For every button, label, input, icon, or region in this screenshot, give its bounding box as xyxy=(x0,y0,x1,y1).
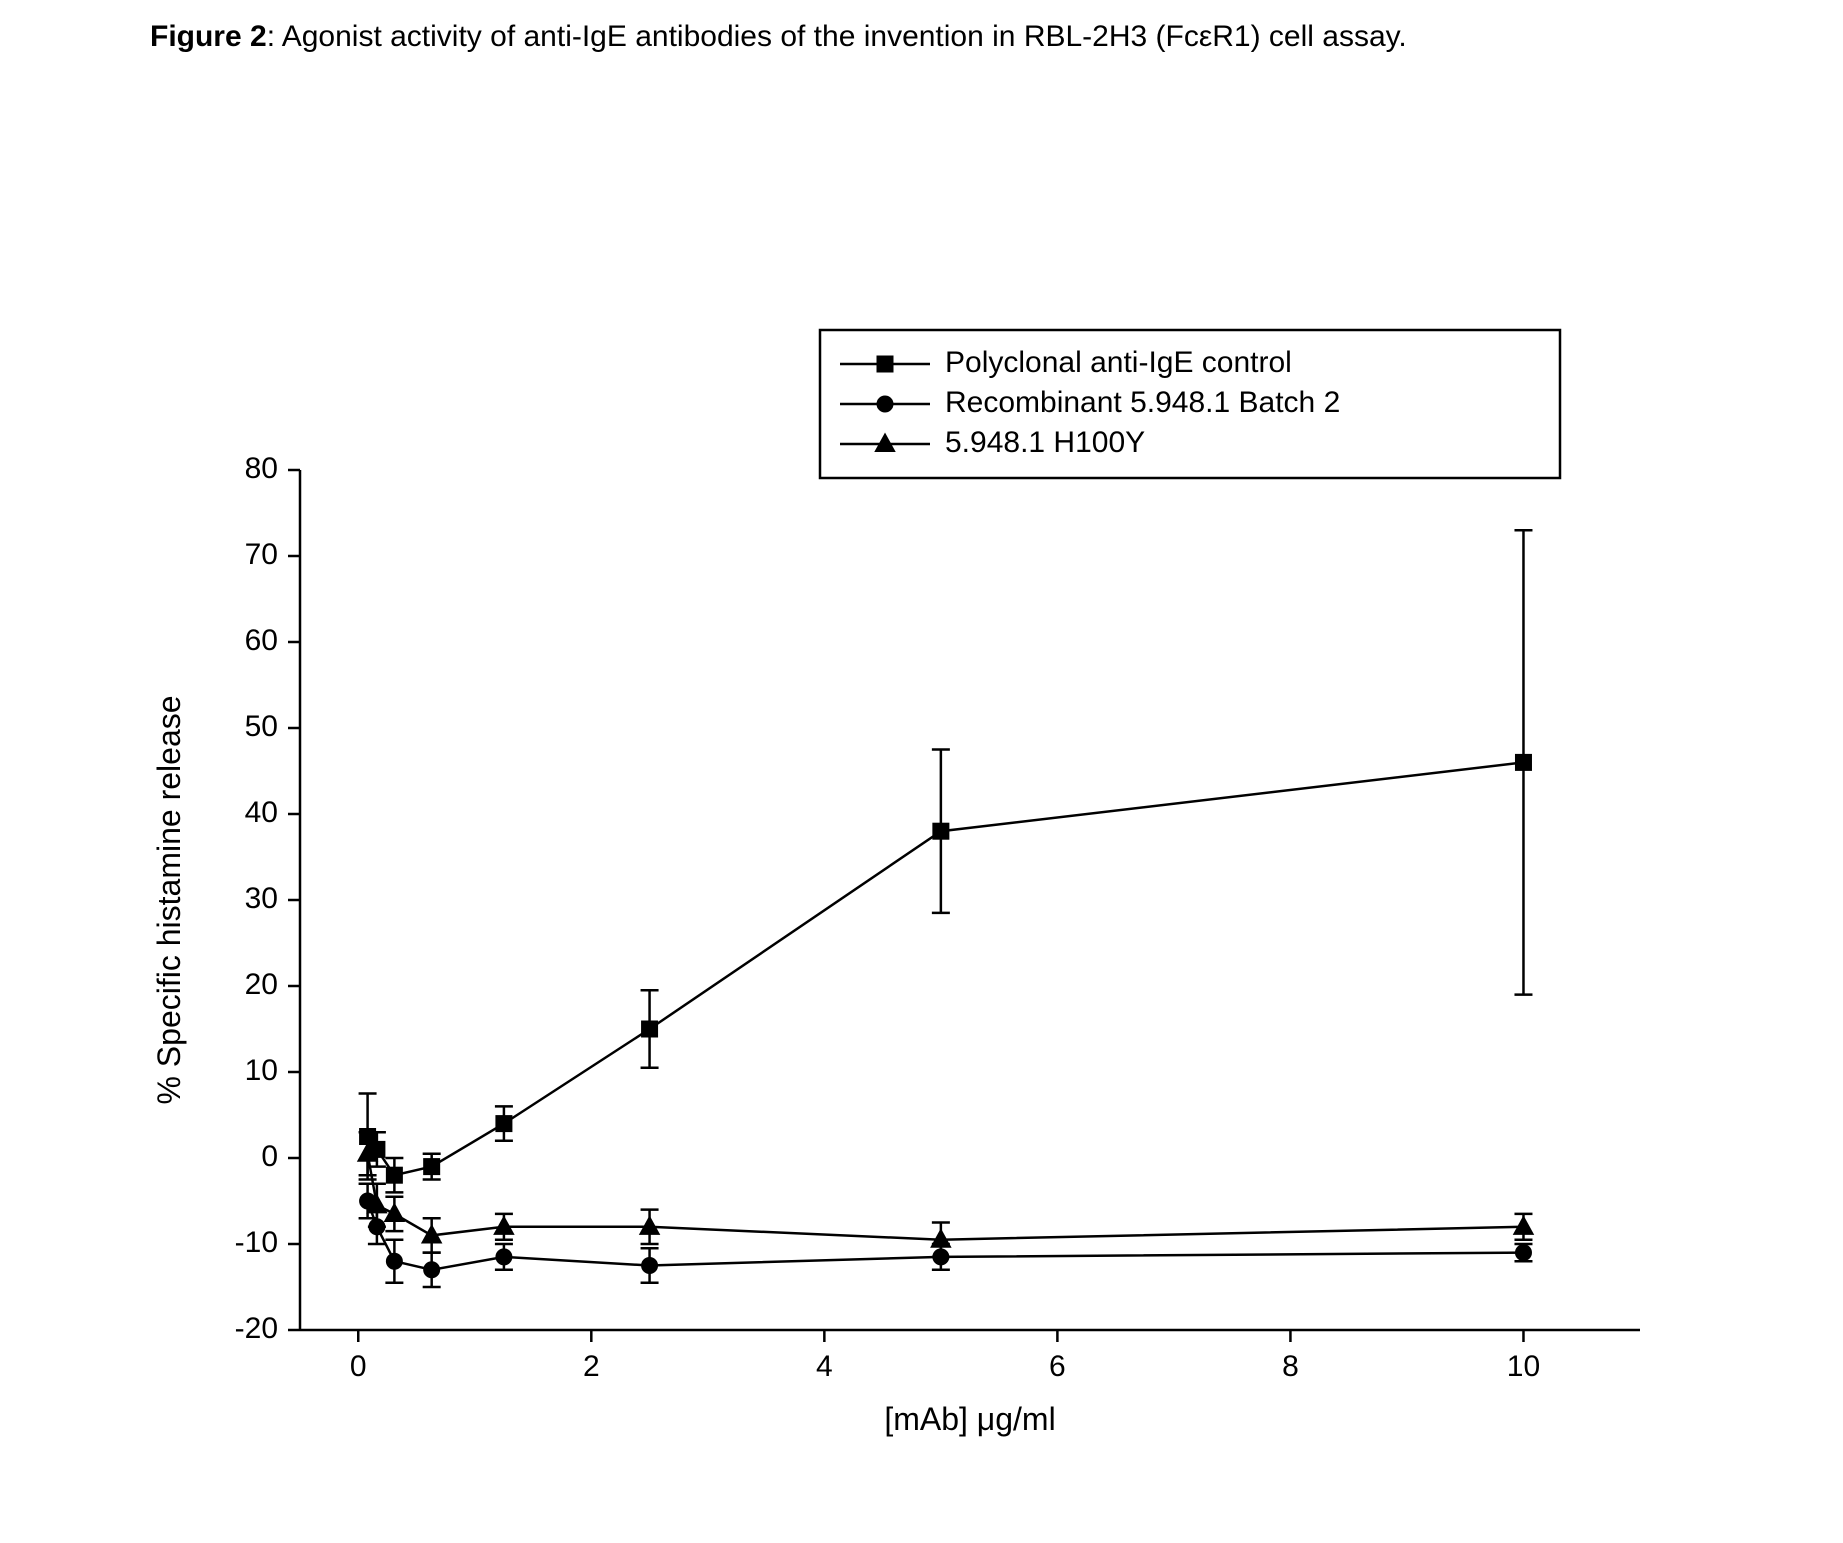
y-tick-label: 30 xyxy=(245,882,278,915)
figure-caption: Figure 2: Agonist activity of anti-IgE a… xyxy=(150,20,1407,54)
y-tick-label: 10 xyxy=(245,1054,278,1087)
legend-label: 5.948.1 H100Y xyxy=(945,426,1145,459)
y-tick-label: -10 xyxy=(235,1226,278,1259)
x-axis-title: [mAb] μg/ml xyxy=(884,1401,1055,1437)
x-tick-label: 8 xyxy=(1282,1350,1299,1383)
caption-bold: Figure 2 xyxy=(150,20,267,53)
x-tick-label: 4 xyxy=(816,1350,833,1383)
x-tick-label: 0 xyxy=(350,1350,367,1383)
figure-container: Figure 2: Agonist activity of anti-IgE a… xyxy=(0,0,1843,1543)
y-tick-label: 50 xyxy=(245,710,278,743)
y-tick-label: 0 xyxy=(261,1140,278,1173)
series-line xyxy=(368,1154,1524,1240)
y-axis-title: % Specific histamine release xyxy=(151,695,187,1104)
legend-label: Polyclonal anti-IgE control xyxy=(945,346,1292,379)
y-tick-label: 80 xyxy=(245,452,278,485)
x-tick-label: 2 xyxy=(583,1350,600,1383)
legend: Polyclonal anti-IgE control Recombinant 5… xyxy=(820,330,1560,478)
x-tick-label: 6 xyxy=(1049,1350,1066,1383)
y-tick-label: 40 xyxy=(245,796,278,829)
y-tick-label: 20 xyxy=(245,968,278,1001)
y-tick-label: -20 xyxy=(235,1312,278,1345)
chart: -20 -10 0 10 20 30 40 50 60 70 80 0 2 4 6 8 10 [mAb] μg/m… xyxy=(0,0,1843,1543)
y-tick-label: 70 xyxy=(245,538,278,571)
y-tick-label: 60 xyxy=(245,624,278,657)
x-tick-label: 10 xyxy=(1507,1350,1540,1383)
caption-rest: : Agonist activity of anti-IgE antibodie… xyxy=(267,20,1407,53)
legend-label: Recombinant 5.948.1 Batch 2 xyxy=(945,386,1340,419)
